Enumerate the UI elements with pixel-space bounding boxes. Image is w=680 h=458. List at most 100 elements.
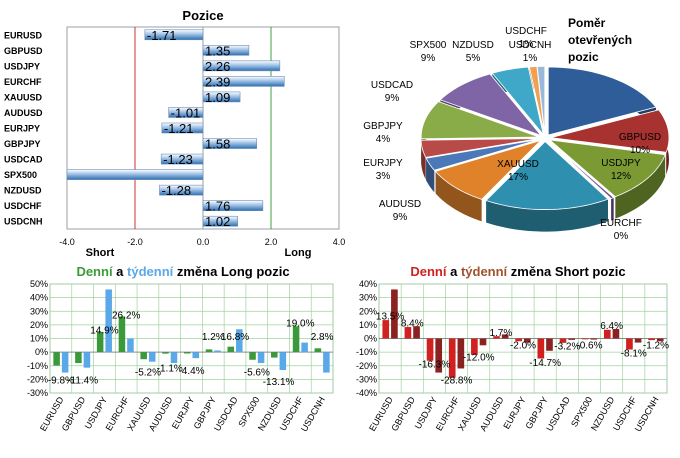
pie-slice-side bbox=[611, 197, 614, 221]
position-bar bbox=[202, 215, 238, 227]
long-label: Long bbox=[285, 247, 312, 259]
pie-slice bbox=[547, 66, 657, 136]
pie-slice-label: XAUUSD 17% bbox=[497, 159, 539, 183]
short-data-label: -8.1% bbox=[621, 348, 647, 359]
long-daily-bar bbox=[183, 352, 191, 354]
short-daily-bar bbox=[493, 336, 500, 339]
pie-slice-label: NZDUSD 5% bbox=[452, 40, 494, 64]
long-daily-bar bbox=[249, 352, 256, 360]
positions-x-tick: 2.0 bbox=[265, 237, 278, 247]
pie-slice-label: SPX500 9% bbox=[410, 40, 447, 64]
position-category-label: SPX500 bbox=[4, 170, 37, 180]
short-weekly-bar bbox=[457, 338, 465, 369]
position-bar bbox=[144, 29, 204, 41]
pie-label-value: 0% bbox=[614, 231, 629, 242]
pie-slice-side bbox=[426, 158, 435, 193]
long-weekly-bar bbox=[323, 352, 330, 373]
position-bar bbox=[202, 76, 285, 87]
short-title-weekly: týdenní bbox=[461, 264, 508, 279]
position-category-label: USDCNH bbox=[4, 217, 43, 227]
position-value-label: 2.39 bbox=[205, 74, 230, 89]
pie-label-name: SPX500 bbox=[410, 40, 447, 51]
pie-slice-label: EURCHF 0% bbox=[600, 218, 642, 242]
pie-slice-label: GBPUSD 10% bbox=[619, 132, 661, 156]
pie-label-name: EURCHF bbox=[600, 218, 642, 229]
short-daily-bar bbox=[559, 338, 567, 343]
short-title: Denní a týdenní změna Short pozic bbox=[410, 264, 625, 279]
positions-chart-svg: Pozice Short Long EURUSD -1.71 GBPUSD 1.35 U… bbox=[4, 8, 346, 259]
long-weekly-bar bbox=[105, 289, 112, 353]
short-daily-bar bbox=[448, 338, 456, 378]
short-weekly-bar bbox=[479, 338, 487, 346]
position-value-label: -1.21 bbox=[164, 121, 194, 136]
short-weekly-bar bbox=[524, 338, 531, 343]
position-category-label: USDCHF bbox=[4, 201, 42, 211]
pie-label-name: GBPUSD bbox=[619, 132, 661, 143]
position-category-label: AUDUSD bbox=[4, 108, 43, 118]
position-bar bbox=[160, 153, 204, 165]
pie-slice-label: USDCHF 1% bbox=[505, 26, 547, 50]
long-title: Denní a týdenní změna Long pozic bbox=[76, 264, 289, 279]
long-weekly-bar bbox=[61, 352, 69, 373]
short-weekly-bar bbox=[546, 338, 553, 351]
long-daily-bar bbox=[96, 331, 104, 353]
pie-slice bbox=[425, 138, 540, 171]
short-data-label: -12.0% bbox=[463, 353, 495, 364]
short-daily-bar bbox=[648, 338, 655, 341]
positions-x-tick: 4.0 bbox=[333, 237, 346, 247]
short-weekly-bar bbox=[501, 334, 509, 339]
long-y-tick: 30% bbox=[30, 306, 48, 316]
long-data-label: -1.1% bbox=[157, 363, 183, 374]
short-daily-bar bbox=[626, 338, 633, 350]
long-y-tick: 10% bbox=[30, 334, 48, 344]
short-daily-bar bbox=[515, 338, 522, 342]
short-label: Short bbox=[86, 247, 115, 259]
position-bar bbox=[159, 184, 204, 196]
pie-label-name: USDCAD bbox=[371, 80, 413, 91]
position-bar bbox=[202, 91, 241, 103]
short-weekly-bar bbox=[568, 338, 575, 340]
long-data-label: -13.1% bbox=[263, 377, 295, 388]
long-data-label: -5.6% bbox=[244, 368, 270, 379]
long-y-tick: -20% bbox=[27, 374, 48, 384]
positions-x-tick: 0.0 bbox=[197, 237, 210, 247]
pie-label-value: 4% bbox=[376, 134, 391, 145]
positions-chart: Pozice Short Long EURUSD -1.71 GBPUSD 1.35 U… bbox=[0, 0, 350, 262]
positions-title: Pozice bbox=[182, 8, 223, 23]
pie-slice-side bbox=[421, 140, 426, 180]
short-y-tick: -10% bbox=[356, 347, 377, 357]
long-change-chart: Denní a týdenní změna Long pozic -30% -20… bbox=[0, 262, 340, 453]
long-daily-bar bbox=[162, 352, 169, 354]
long-daily-bar bbox=[75, 352, 82, 364]
long-data-label: -5.2% bbox=[135, 368, 161, 379]
short-y-tick: 30% bbox=[359, 293, 377, 303]
short-daily-bar bbox=[581, 338, 589, 340]
pie-slice bbox=[528, 66, 545, 135]
position-value-label: 1.58 bbox=[205, 137, 230, 152]
position-value-label: -1.01 bbox=[171, 105, 201, 120]
short-y-tick: 10% bbox=[359, 320, 377, 330]
short-data-label: 13.5% bbox=[376, 312, 404, 323]
position-value-label: 2.26 bbox=[205, 59, 230, 74]
pie-label-name: EURJPY bbox=[363, 158, 403, 169]
short-data-label: -14.7% bbox=[529, 358, 561, 369]
position-value-label: -1.23 bbox=[163, 152, 193, 167]
pie-label-name: XAUUSD bbox=[497, 159, 539, 170]
pie-label-value: 9% bbox=[393, 212, 408, 223]
position-category-label: USDJPY bbox=[4, 61, 40, 71]
positions-x-tick: -4.0 bbox=[59, 237, 75, 247]
long-data-label: 1.2% bbox=[202, 332, 225, 343]
long-weekly-bar bbox=[279, 352, 287, 370]
short-daily-bar bbox=[537, 338, 545, 359]
short-weekly-bar bbox=[634, 338, 642, 343]
position-value-label: 1.09 bbox=[205, 90, 230, 105]
short-weekly-bar bbox=[435, 338, 443, 373]
long-weekly-bar bbox=[170, 352, 178, 364]
pie-chart: Poměr otevřených pozic GBPUSD 10% USDJPY 12… bbox=[350, 0, 680, 262]
position-bar bbox=[168, 107, 204, 118]
pie-label-value: 1% bbox=[519, 39, 534, 50]
position-bar bbox=[202, 200, 264, 211]
long-daily-bar bbox=[292, 326, 300, 353]
long-daily-bar bbox=[314, 348, 322, 353]
position-value-label: 1.35 bbox=[205, 43, 230, 58]
